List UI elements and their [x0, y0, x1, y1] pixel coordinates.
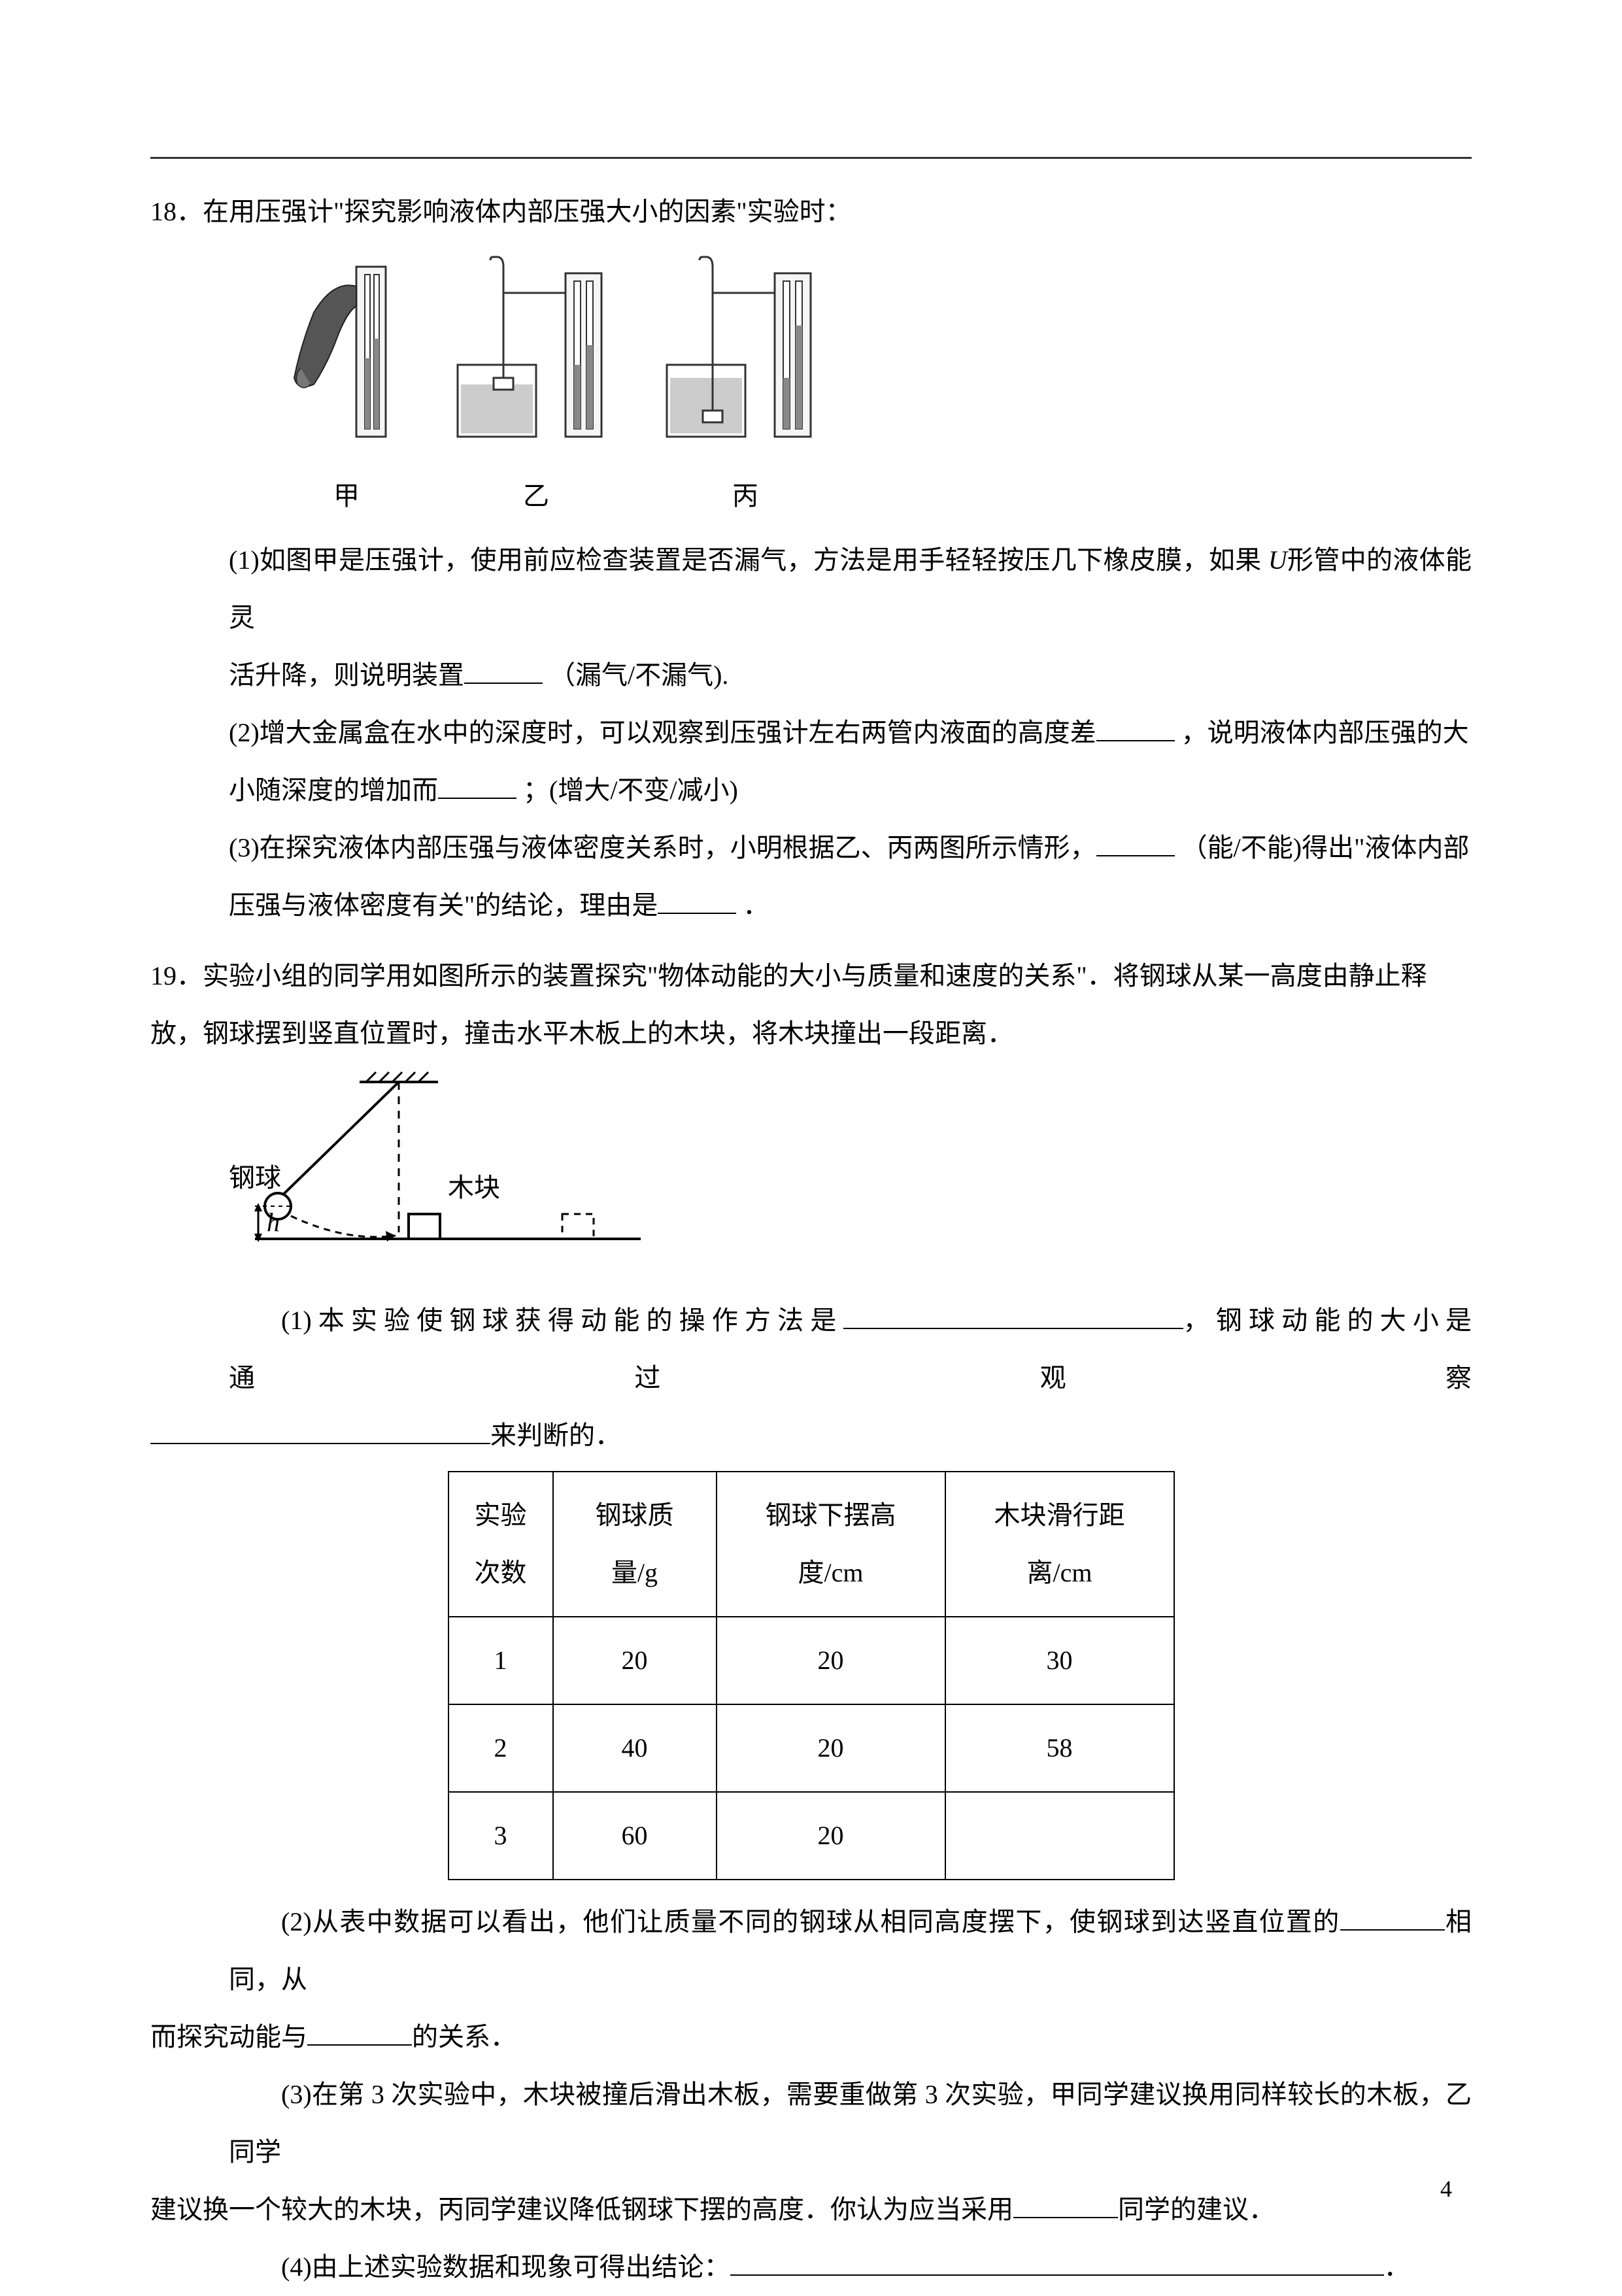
q18-p2c: 小随深度的增加而 — [229, 775, 438, 805]
cell: 20 — [553, 1617, 717, 1704]
page-number: 4 — [1440, 2163, 1452, 2215]
q19-p4-line: (4)由上述实验数据和现象可得出结论： ． — [150, 2238, 1472, 2296]
q19-figure: 钢球 木块 h — [229, 1069, 1472, 1285]
q18-fig-label-0: 甲 — [281, 467, 412, 525]
table-row: 2 40 20 58 — [448, 1704, 1174, 1792]
table-row: 1 20 20 30 — [448, 1617, 1174, 1704]
label-block: 木块 — [448, 1173, 500, 1202]
q19-p3a: (3)在第 3 次实验中，木块被撞后滑出木板，需要重做第 3 次实验，甲同学建议… — [229, 2080, 1472, 2167]
blank — [1096, 715, 1175, 741]
q19-p2-line1: (2)从表中数据可以看出，他们让质量不同的钢球从相同高度摆下，使钢球到达竖直位置… — [150, 1893, 1472, 2008]
q18-p2b: ，说明液体内部压强的大 — [1181, 718, 1469, 747]
q18-p1-line1: (1)如图甲是压强计，使用前应检查装置是否漏气，方法是用手轻轻按压几下橡皮膜，如… — [150, 532, 1472, 647]
table-row: 3 60 20 — [448, 1792, 1174, 1880]
q18-number: 18． — [150, 197, 203, 226]
cell: 20 — [717, 1792, 945, 1880]
u-letter: U — [1261, 545, 1287, 575]
cell: 58 — [945, 1704, 1174, 1792]
label-h: h — [267, 1207, 280, 1237]
q19-p1a: (1) 本 实 验 使 钢 球 获 得 动 能 的 操 作 方 法 是 — [281, 1306, 836, 1335]
q18-p2a: (2)增大金属盒在水中的深度时，可以观察到压强计左右两管内液面的高度差 — [229, 718, 1096, 747]
cell: 30 — [945, 1617, 1174, 1704]
q19-stem-a: 实验小组的同学用如图所示的装置探究"物体动能的大小与质量和速度的关系"．将钢球从… — [203, 961, 1427, 990]
q18-stem-line: 18．在用压强计"探究影响液体内部压强大小的因素"实验时： — [150, 183, 1472, 241]
q19-stem-b: 放，钢球摆到竖直位置时，撞击水平木板上的木块，将木块撞出一段距离． — [150, 1019, 1013, 1048]
q19-p3-line2: 建议换一个较大的木块，丙同学建议降低钢球下摆的高度．你认为应当采用 同学的建议． — [150, 2181, 1472, 2238]
question-19: 19．实验小组的同学用如图所示的装置探究"物体动能的大小与质量和速度的关系"．将… — [150, 947, 1472, 2296]
blank — [150, 1418, 490, 1444]
pressure-gauge-hand-icon — [281, 260, 412, 464]
q19-p2-line2: 而探究动能与 的关系． — [150, 2008, 1472, 2066]
q18-p2d: ；(增大/不变/减小) — [523, 775, 738, 805]
th-exp-no: 实验次数 — [448, 1472, 553, 1617]
pressure-gauge-beaker-deep-icon — [660, 254, 830, 464]
blank — [1013, 2192, 1118, 2218]
cell: 2 — [448, 1704, 553, 1792]
q19-p2a: (2)从表中数据可以看出，他们让质量不同的钢球从相同高度摆下，使钢球到达竖直位置… — [281, 1907, 1340, 1936]
q18-p3-line2: 压强与液体密度有关"的结论，理由是 ． — [150, 877, 1472, 934]
q18-p1d: （漏气/不漏气). — [549, 660, 728, 690]
top-rule — [150, 157, 1472, 159]
q19-p2d: 的关系． — [412, 2022, 516, 2051]
cell — [945, 1792, 1174, 1880]
blank — [658, 888, 736, 914]
cell: 1 — [448, 1617, 553, 1704]
th-dist: 木块滑行距离/cm — [945, 1472, 1174, 1617]
label-ball: 钢球 — [229, 1163, 281, 1192]
th-mass: 钢球质量/g — [553, 1472, 717, 1617]
q19-p3b: 建议换一个较大的木块，丙同学建议降低钢球下摆的高度．你认为应当采用 — [150, 2195, 1013, 2224]
table-header-row: 实验次数 钢球质量/g 钢球下摆高度/cm 木块滑行距离/cm — [448, 1472, 1174, 1617]
blank — [464, 658, 543, 684]
cell: 20 — [717, 1617, 945, 1704]
question-18: 18．在用压强计"探究影响液体内部压强大小的因素"实验时： 甲 — [150, 183, 1472, 934]
q18-p2-line2: 小随深度的增加而 ；(增大/不变/减小) — [150, 762, 1472, 819]
q18-stem: 在用压强计"探究影响液体内部压强大小的因素"实验时： — [203, 197, 852, 226]
q19-stem-line1: 19．实验小组的同学用如图所示的装置探究"物体动能的大小与质量和速度的关系"．将… — [150, 947, 1472, 1005]
q19-p4b: ． — [1384, 2252, 1410, 2282]
q18-figure-row: 甲 乙 — [281, 254, 1472, 525]
pendulum-diagram-icon: 钢球 木块 h — [229, 1069, 647, 1265]
q19-number: 19． — [150, 961, 203, 990]
q18-p1c: 活升降，则说明装置 — [229, 660, 464, 690]
blank — [307, 2019, 412, 2046]
blank — [843, 1303, 1183, 1329]
blank — [730, 2250, 1384, 2276]
q18-p1-line2: 活升降，则说明装置 （漏气/不漏气). — [150, 647, 1472, 704]
th-height: 钢球下摆高度/cm — [717, 1472, 945, 1617]
q19-p1-line2: 来判断的． — [150, 1407, 1472, 1464]
q18-p3c: 压强与液体密度有关"的结论，理由是 — [229, 890, 658, 920]
cell: 3 — [448, 1792, 553, 1880]
q18-fig-label-2: 丙 — [660, 467, 830, 525]
q19-p3-line1: (3)在第 3 次实验中，木块被撞后滑出木板，需要重做第 3 次实验，甲同学建议… — [150, 2066, 1472, 2181]
q19-p2c: 而探究动能与 — [150, 2022, 307, 2051]
q19-p1-line1: (1) 本 实 验 使 钢 球 获 得 动 能 的 操 作 方 法 是 ， 钢 … — [150, 1292, 1472, 1407]
blank — [1340, 1904, 1445, 1931]
q18-fig-jia: 甲 — [281, 260, 412, 525]
blank — [1096, 830, 1175, 856]
q19-stem-line2: 放，钢球摆到竖直位置时，撞击水平木板上的木块，将木块撞出一段距离． — [150, 1005, 1472, 1062]
q18-p3d: ． — [743, 890, 769, 920]
q19-p1c: 来判断的． — [490, 1421, 621, 1450]
q18-p3-line1: (3)在探究液体内部压强与液体密度关系时，小明根据乙、丙两图所示情形， （能/不… — [150, 819, 1472, 877]
cell: 40 — [553, 1704, 717, 1792]
pressure-gauge-beaker-shallow-icon — [451, 254, 621, 464]
cell: 60 — [553, 1792, 717, 1880]
q18-p1a: (1)如图甲是压强计，使用前应检查装置是否漏气，方法是用手轻轻按压几下橡皮膜，如… — [229, 545, 1261, 575]
q18-fig-bing: 丙 — [660, 254, 830, 525]
q19-data-table: 实验次数 钢球质量/g 钢球下摆高度/cm 木块滑行距离/cm 1 20 20 … — [448, 1471, 1175, 1880]
q18-fig-label-1: 乙 — [451, 467, 621, 525]
q18-fig-yi: 乙 — [451, 254, 621, 525]
th0: 实验次数 — [475, 1500, 527, 1587]
q19-p4a: (4)由上述实验数据和现象可得出结论： — [281, 2252, 730, 2282]
blank — [438, 773, 516, 799]
cell: 20 — [717, 1704, 945, 1792]
q18-p2-line1: (2)增大金属盒在水中的深度时，可以观察到压强计左右两管内液面的高度差 ，说明液… — [150, 704, 1472, 762]
q19-p3c: 同学的建议． — [1118, 2195, 1275, 2224]
q18-p3b: （能/不能)得出"液体内部 — [1181, 833, 1470, 862]
q18-p3a: (3)在探究液体内部压强与液体密度关系时，小明根据乙、丙两图所示情形， — [229, 833, 1096, 862]
